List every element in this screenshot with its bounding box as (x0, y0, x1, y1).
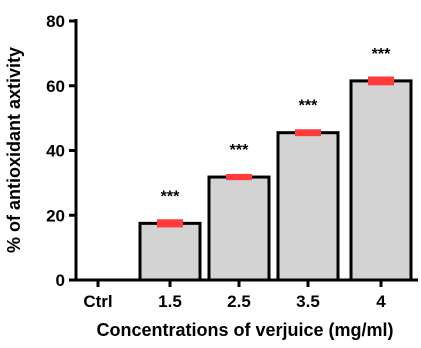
bar (207, 175, 271, 282)
bar (349, 79, 413, 282)
y-axis-title: % of antioxidant axtivity (4, 47, 24, 253)
significance-label: *** (161, 188, 180, 205)
error-bar (226, 173, 252, 181)
x-axis-title: Concentrations of verjuice (mg/ml) (96, 320, 393, 340)
significance-label: *** (299, 98, 318, 115)
y-tick-label: 0 (56, 271, 65, 290)
significance-label: *** (230, 142, 249, 159)
bars (138, 76, 413, 282)
x-tick-label: 1.5 (158, 292, 182, 311)
significance-label: *** (372, 46, 391, 63)
bar (138, 221, 202, 282)
x-tick-label: 2.5 (227, 292, 251, 311)
y-tick-label: 40 (46, 142, 65, 161)
error-bar (295, 129, 321, 137)
error-bar (368, 76, 394, 86)
labels: 0 20 40 60 80 Ctrl 1.5 *** 2.5 *** 3.5 *** 4 *** (46, 12, 391, 311)
bar (276, 131, 340, 282)
x-tick-label: 3.5 (296, 292, 320, 311)
x-tick-label: Ctrl (83, 292, 112, 311)
y-tick-label: 20 (46, 206, 65, 225)
error-bar (157, 219, 183, 228)
y-tick-label: 60 (46, 77, 65, 96)
x-tick-label: 4 (376, 292, 386, 311)
y-tick-label: 80 (46, 12, 65, 31)
